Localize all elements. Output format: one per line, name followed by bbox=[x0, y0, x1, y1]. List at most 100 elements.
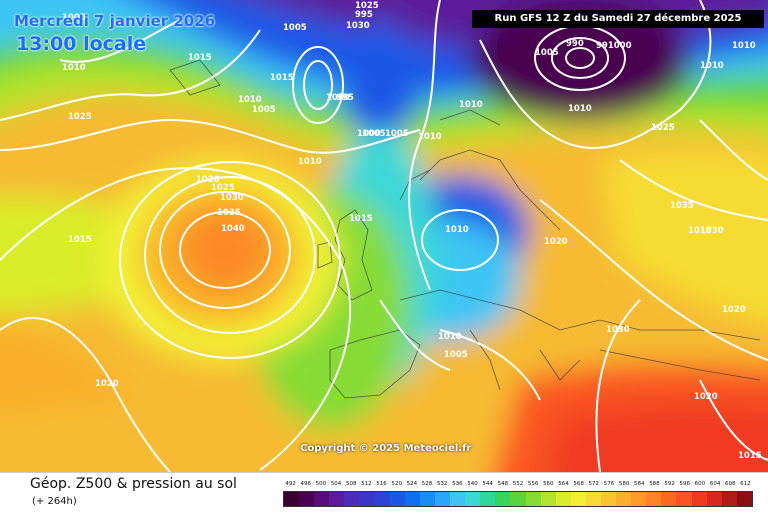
scale-level-label: 604 bbox=[709, 481, 721, 487]
scale-swatch bbox=[691, 492, 707, 506]
scale-level-label: 536 bbox=[452, 481, 463, 487]
scale-swatch bbox=[465, 492, 481, 506]
isobar-label: 1010 bbox=[418, 132, 442, 142]
isobar-label: 1015 bbox=[188, 53, 212, 63]
scale-level-label: 524 bbox=[406, 481, 418, 487]
scale-swatch bbox=[540, 492, 556, 506]
color-scale: 492 496 500 504 508 512 516 520 524 528 532 536 540 5… bbox=[283, 481, 753, 507]
isobar-label: 1025 bbox=[651, 123, 675, 133]
scale-level-label: 504 bbox=[330, 481, 342, 487]
scale-level-label: 588 bbox=[649, 481, 660, 487]
scale-swatch bbox=[600, 492, 617, 506]
scale-level-label: 508 bbox=[345, 481, 357, 487]
scale-level-label: 560 bbox=[543, 481, 554, 487]
isobar-label: 1010 bbox=[732, 41, 756, 51]
z500-color-field bbox=[0, 0, 768, 472]
isobar-label: 1000 bbox=[326, 93, 350, 103]
scale-level-label: 556 bbox=[527, 481, 539, 487]
scale-level-label: 544 bbox=[482, 481, 493, 487]
isobar-label: 1030 bbox=[346, 21, 370, 31]
scale-swatch bbox=[374, 492, 390, 506]
scale-level-label: 592 bbox=[664, 481, 675, 487]
isobar-label: 1005 bbox=[252, 105, 276, 115]
scale-swatch bbox=[721, 492, 737, 506]
scale-level-label: 528 bbox=[421, 481, 433, 487]
scale-swatch bbox=[616, 492, 632, 506]
isobar-label: 1020 bbox=[95, 379, 119, 389]
forecast-lead: (+ 264h) bbox=[32, 496, 77, 507]
copyright: Copyright © 2025 Meteociel.fr bbox=[300, 443, 472, 454]
scale-swatch bbox=[314, 492, 330, 506]
product-title: Géop. Z500 & pression au sol bbox=[30, 476, 237, 492]
scale-swatch bbox=[585, 492, 601, 506]
scale-level-label: 584 bbox=[634, 481, 645, 487]
scale-swatch bbox=[344, 492, 360, 506]
isobar-label: 1005 bbox=[283, 23, 307, 33]
scale-swatch bbox=[631, 492, 647, 506]
legend-footer: Géop. Z500 & pression au sol (+ 264h) 49… bbox=[0, 472, 768, 513]
isobar-label: 1025 bbox=[211, 183, 235, 193]
run-info: Run GFS 12 Z du Samedi 27 décembre 2025 bbox=[472, 10, 764, 28]
scale-level-label: 532 bbox=[436, 481, 448, 487]
isobar-label: 1015 bbox=[738, 451, 762, 461]
scale-swatch bbox=[495, 492, 511, 506]
isobar-label: 1010 bbox=[568, 104, 592, 114]
scale-level-label: 612 bbox=[740, 481, 751, 487]
isobar-label: 1005 bbox=[444, 350, 468, 360]
scale-swatch bbox=[329, 492, 345, 506]
isobar-label: 1010 bbox=[298, 157, 322, 167]
isobar-label: 1005 bbox=[535, 48, 559, 58]
scale-bar bbox=[283, 491, 753, 507]
scale-labels: 492 496 500 504 508 512 516 520 524 528 532 536 540 5… bbox=[283, 481, 753, 489]
scale-swatch bbox=[736, 492, 752, 506]
scale-swatch bbox=[389, 492, 405, 506]
isobar-label: 1010 bbox=[700, 61, 724, 71]
scale-swatch bbox=[434, 492, 451, 506]
isobar-label: 1020 bbox=[722, 305, 746, 315]
isobar-label: 1025 bbox=[355, 1, 379, 11]
scale-swatch bbox=[570, 492, 586, 506]
isobar-label: 1010 bbox=[438, 332, 462, 342]
isobar-label: 1015 bbox=[68, 235, 92, 245]
isobar-label: 1000 bbox=[62, 13, 86, 23]
isobar-label: 1005 bbox=[385, 129, 409, 139]
scale-level-label: 496 bbox=[300, 481, 311, 487]
isobar-label: 1015 bbox=[349, 214, 373, 224]
isobar-label: 1030 bbox=[220, 193, 244, 203]
scale-swatch bbox=[480, 492, 496, 506]
scale-swatch bbox=[284, 492, 300, 506]
scale-level-label: 576 bbox=[603, 481, 615, 487]
scale-swatch bbox=[676, 492, 692, 506]
scale-swatch bbox=[510, 492, 526, 506]
scale-swatch bbox=[404, 492, 420, 506]
scale-level-label: 572 bbox=[588, 481, 600, 487]
isobar-label: 1010 bbox=[445, 225, 469, 235]
scale-level-label: 608 bbox=[725, 481, 736, 487]
scale-swatch bbox=[525, 492, 541, 506]
scale-level-label: 516 bbox=[376, 481, 387, 487]
isobar-label: 1020 bbox=[694, 392, 718, 402]
isobar-label: 1030 bbox=[700, 226, 724, 236]
isobar-labels: 1000 995100510151010102510301015101010051… bbox=[62, 1, 762, 461]
scale-level-label: 492 bbox=[285, 481, 296, 487]
scale-swatch bbox=[646, 492, 662, 506]
scale-level-label: 500 bbox=[315, 481, 327, 487]
scale-swatch bbox=[359, 492, 375, 506]
isobar-label: 1025 bbox=[68, 112, 92, 122]
scale-level-label: 564 bbox=[558, 481, 569, 487]
isobar-label: 995 bbox=[355, 10, 373, 20]
isobar-label: 1010 bbox=[238, 95, 262, 105]
scale-level-label: 600 bbox=[694, 481, 706, 487]
scale-swatch bbox=[419, 492, 435, 506]
isobar-label: 1035 bbox=[217, 208, 241, 218]
isobar-label: 1020 bbox=[196, 175, 220, 185]
isobar-label: 1030 bbox=[606, 325, 630, 335]
isobar-label: 1025 bbox=[651, 123, 675, 133]
isobar-label: 1015 bbox=[688, 226, 712, 236]
isobar-label: 1035 bbox=[670, 201, 694, 211]
valid-date: Mercredi 7 janvier 2026 bbox=[14, 12, 216, 30]
geopotential-map: 1000 995100510151010102510301015101010051… bbox=[0, 0, 768, 472]
scale-level-label: 596 bbox=[679, 481, 691, 487]
scale-level-label: 520 bbox=[391, 481, 402, 487]
